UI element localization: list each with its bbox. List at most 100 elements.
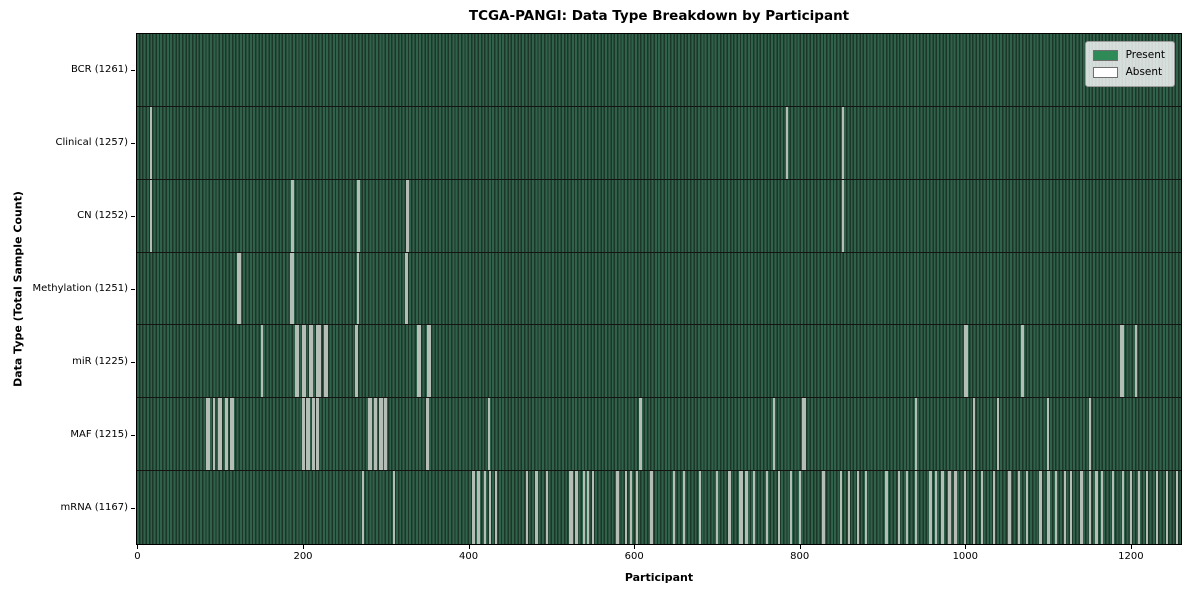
absent-stripe: [753, 471, 756, 544]
absent-stripe: [326, 325, 328, 398]
absent-stripe: [803, 398, 806, 471]
absent-stripe: [261, 325, 264, 398]
absent-stripe: [418, 325, 421, 398]
absent-stripe: [591, 471, 594, 544]
y-tick-label: Methylation (1251): [32, 283, 128, 294]
absent-stripe: [1039, 471, 1042, 544]
absent-stripe: [841, 179, 844, 252]
x-tick-mark: [799, 545, 801, 549]
x-axis-label: Participant: [624, 571, 694, 584]
absent-stripe: [318, 325, 321, 398]
y-tick-mark: [131, 70, 135, 72]
absent-stripe: [1018, 471, 1021, 544]
absent-stripe: [239, 252, 242, 325]
absent-stripe: [864, 471, 867, 544]
absent-stripe: [207, 398, 210, 471]
absent-stripe: [650, 471, 653, 544]
absent-stripe: [1063, 471, 1066, 544]
absent-stripe: [1166, 471, 1169, 544]
absent-stripe: [740, 471, 743, 544]
absent-stripe: [965, 325, 968, 398]
y-tick-mark: [131, 143, 135, 145]
x-tick-label: 1200: [1118, 551, 1144, 562]
absent-stripe: [571, 471, 574, 544]
absent-stripe: [914, 398, 917, 471]
absent-stripe: [672, 471, 675, 544]
absent-stripe: [745, 471, 748, 544]
absent-stripe: [972, 398, 975, 471]
absent-stripe: [773, 398, 776, 471]
absent-stripe: [576, 471, 579, 544]
absent-stripe: [898, 471, 901, 544]
absent-stripe: [715, 471, 718, 544]
row-clinical: [137, 106, 1181, 180]
absent-stripe: [616, 471, 619, 544]
absent-stripe: [150, 179, 153, 252]
x-tick-label: 600: [624, 551, 644, 562]
x-tick-label: 0: [134, 551, 141, 562]
absent-stripe: [1022, 325, 1025, 398]
absent-stripe: [586, 471, 589, 544]
absent-stripe: [948, 471, 951, 544]
y-tick-mark: [131, 507, 135, 509]
absent-stripe: [914, 471, 917, 544]
absent-stripe: [790, 471, 793, 544]
absent-stripe: [848, 471, 851, 544]
absent-stripe: [624, 471, 627, 544]
absent-stripe: [302, 398, 305, 471]
absent-stripe: [362, 471, 365, 544]
absent-stripe: [885, 471, 888, 544]
absent-stripe: [380, 398, 383, 471]
absent-stripe: [729, 471, 732, 544]
row-maf: [137, 398, 1181, 472]
absent-stripe: [150, 106, 153, 179]
plot-area: Present Absent: [136, 33, 1182, 545]
x-tick-label: 800: [790, 551, 810, 562]
absent-stripe: [1100, 471, 1103, 544]
absent-stripe: [489, 471, 492, 544]
y-tick-mark: [131, 361, 135, 363]
legend-label-present: Present: [1125, 49, 1165, 61]
row-mir: [137, 325, 1181, 399]
x-tick-mark: [468, 545, 470, 549]
absent-stripe: [407, 179, 410, 252]
absent-stripe: [1081, 471, 1084, 544]
absent-stripe: [472, 471, 475, 544]
absent-stripe: [374, 398, 377, 471]
absent-stripe: [292, 252, 295, 325]
legend-label-absent: Absent: [1125, 66, 1163, 78]
absent-stripe: [355, 325, 358, 398]
absent-stripe: [1111, 471, 1114, 544]
legend-item-present: Present: [1092, 47, 1165, 64]
row-cn: [137, 179, 1181, 253]
absent-stripe: [906, 471, 909, 544]
absent-stripe: [316, 398, 319, 471]
legend-swatch-present: [1092, 50, 1118, 61]
absent-stripe: [428, 325, 431, 398]
x-tick-mark: [634, 545, 636, 549]
absent-stripe: [583, 471, 586, 544]
absent-stripe: [629, 471, 632, 544]
legend-item-absent: Absent: [1092, 64, 1165, 81]
y-tick-label: miR (1225): [72, 355, 128, 367]
absent-stripe: [525, 471, 528, 544]
absent-stripe: [297, 325, 300, 398]
y-tick-mark: [131, 216, 135, 218]
absent-stripe: [304, 325, 307, 398]
absent-stripe: [1088, 398, 1091, 471]
absent-stripe: [1026, 471, 1029, 544]
y-tick-label: BCR (1261): [70, 64, 128, 76]
absent-stripe: [1055, 471, 1058, 544]
absent-stripe: [1138, 471, 1141, 544]
absent-stripe: [980, 471, 983, 544]
absent-stripe: [1095, 471, 1098, 544]
absent-stripe: [427, 398, 429, 471]
absent-stripe: [1070, 471, 1073, 544]
absent-stripe: [384, 398, 387, 471]
absent-stripe: [955, 471, 958, 544]
absent-stripe: [546, 471, 549, 544]
y-tick-mark: [131, 434, 135, 436]
absent-stripe: [1134, 325, 1137, 398]
absent-stripe: [357, 252, 360, 325]
absent-stripe: [1088, 471, 1091, 544]
